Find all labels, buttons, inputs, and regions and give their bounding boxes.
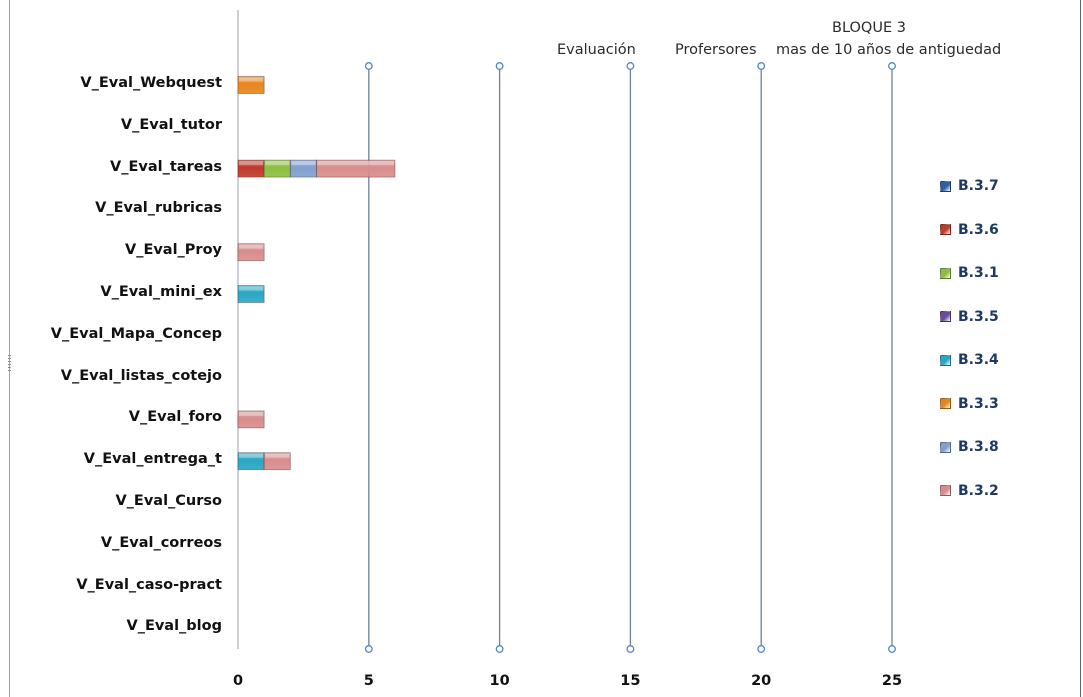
category-label: V_Eval_Mapa_Concep — [50, 325, 222, 342]
category-label: V_Eval_Proy — [124, 242, 222, 259]
bar-highlight — [239, 161, 264, 166]
legend-item: B.3.6 — [940, 222, 999, 238]
legend-swatch — [940, 267, 951, 279]
gridline-marker-bottom-15 — [626, 645, 635, 653]
legend-item: B.3.2 — [940, 483, 999, 499]
bar-B.3.4-V_Eval_mini_ex — [237, 285, 265, 303]
x-tick-label: 20 — [751, 673, 772, 689]
legend-item: B.3.5 — [940, 309, 999, 325]
gridline-marker-top-5 — [364, 62, 373, 70]
legend-item: B.3.8 — [940, 439, 999, 455]
legend-item: B.3.1 — [940, 265, 999, 281]
legend-label: B.3.6 — [958, 221, 999, 238]
resize-grip[interactable] — [8, 355, 11, 371]
category-label: V_Eval_entrega_t — [83, 451, 222, 468]
bar-highlight — [239, 411, 264, 416]
x-tick-label: 5 — [363, 673, 374, 689]
legend-swatch — [940, 224, 951, 235]
category-label: V_Eval_listas_cotejo — [60, 367, 222, 384]
bar-layer — [237, 76, 396, 471]
legend-item: B.3.4 — [940, 352, 999, 368]
category-label: V_Eval_mini_ex — [100, 284, 222, 300]
legend-label: B.3.1 — [958, 265, 999, 281]
gridline-marker-bottom-20 — [757, 645, 766, 653]
chart-title-bloque: BLOQUE 3 — [832, 20, 906, 36]
gridline-marker-top-15 — [626, 62, 635, 70]
gridline-marker-bottom-25 — [888, 645, 896, 653]
legend-swatch — [940, 441, 951, 453]
gridline-marker-bottom-10 — [495, 645, 504, 653]
axis-layer — [237, 10, 896, 653]
category-label: V_Eval_rubricas — [95, 200, 222, 217]
legend-item: B.3.7 — [940, 178, 999, 194]
legend-label: B.3.3 — [958, 395, 999, 412]
bar-B.3.2-V_Eval_foro — [237, 410, 265, 429]
bar-B.3.3-V_Eval_Webquest — [237, 76, 265, 94]
gridline-marker-top-10 — [495, 62, 504, 70]
legend-swatch — [940, 398, 951, 409]
legend-swatch — [940, 485, 951, 496]
bar-highlight — [265, 161, 290, 166]
category-label: V_Eval_Webquest — [80, 75, 222, 91]
bar-B.3.2-V_Eval_Proy — [237, 243, 265, 262]
category-label: V_Eval_tareas — [110, 158, 222, 175]
chart-title-antiguedad: mas de 10 años de antiguedad — [776, 42, 1002, 58]
category-label: V_Eval_blog — [126, 618, 222, 635]
chart-title-profesores: Profersores — [675, 42, 757, 58]
bar-B.3.2-V_Eval_tareas — [316, 159, 396, 178]
bar-highlight — [239, 77, 264, 82]
left-border — [9, 0, 10, 697]
x-tick-label: 25 — [881, 673, 903, 689]
legend-label: B.3.5 — [958, 308, 999, 325]
x-tick-label: 0 — [232, 673, 244, 689]
bar-highlight — [317, 161, 394, 166]
bar-highlight — [265, 453, 290, 458]
legend-label: B.3.2 — [958, 482, 999, 499]
category-label: V_Eval_Curso — [115, 493, 222, 509]
category-label: V_Eval_tutor — [120, 116, 222, 133]
legend-swatch — [940, 311, 951, 322]
legend-swatch — [940, 354, 951, 366]
bar-highlight — [239, 453, 264, 458]
legend-swatch — [940, 180, 951, 192]
gridline-marker-top-20 — [757, 62, 766, 70]
gridline-marker-top-25 — [888, 62, 896, 70]
chart-title-evaluacion: Evaluación — [557, 42, 636, 58]
right-border — [1080, 0, 1081, 697]
category-label: V_Eval_correos — [100, 534, 222, 551]
bar-B.3.2-V_Eval_entrega_t — [263, 452, 291, 471]
bar-highlight — [239, 244, 264, 249]
gridline-marker-bottom-5 — [364, 645, 373, 653]
bar-highlight — [291, 161, 316, 166]
x-tick-label: 10 — [489, 673, 510, 689]
legend-label: B.3.7 — [958, 178, 999, 194]
legend-label: B.3.8 — [958, 439, 999, 455]
legend-item: B.3.3 — [940, 396, 999, 412]
bar-highlight — [239, 286, 264, 291]
category-label: V_Eval_caso-pract — [76, 576, 222, 593]
x-tick-label: 15 — [620, 673, 641, 689]
legend-label: B.3.4 — [958, 352, 999, 368]
category-label: V_Eval_foro — [128, 409, 222, 426]
